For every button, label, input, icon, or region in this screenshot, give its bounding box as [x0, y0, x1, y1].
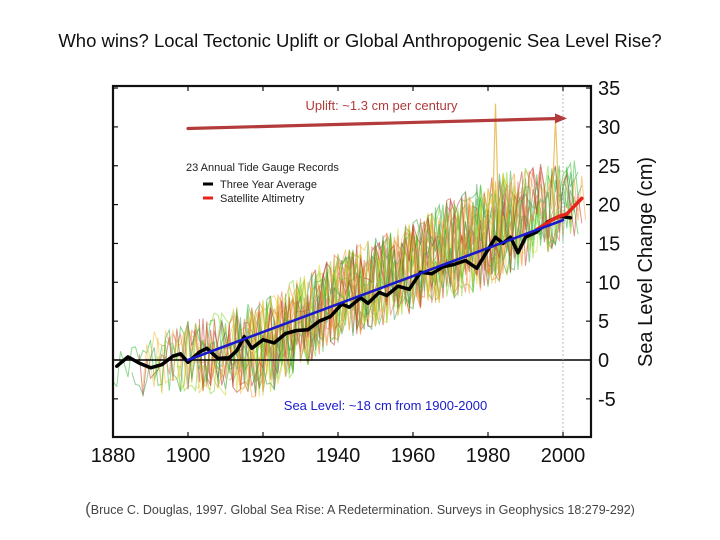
tide-gauge-peak	[491, 103, 500, 247]
citation: (Bruce C. Douglas, 1997. Global Sea Rise…	[0, 499, 720, 519]
x-tick-label: 1980	[466, 445, 511, 467]
y-axis-label: Sea Level Change (cm)	[635, 157, 657, 367]
x-tick-label: 1940	[316, 445, 361, 467]
axis-ticks: 1880 1900 1920 1940 1960 1980 2000 -5 0 5 10 15 20 25…	[91, 78, 621, 467]
citation-paren: (	[85, 499, 91, 518]
tide-gauge-record-line	[131, 172, 575, 397]
y-tick-label: 25	[598, 156, 620, 178]
x-tick-label: 1960	[391, 445, 436, 467]
x-tick-label: 1880	[91, 445, 136, 467]
series-layer	[115, 113, 584, 370]
uplift-arrowhead	[555, 113, 567, 124]
legend: 23 Annual Tide Gauge Records Three Year …	[186, 162, 339, 205]
y-tick-label: 35	[598, 78, 620, 100]
y-tick-label: 0	[598, 350, 609, 372]
y-tick-label: 15	[598, 233, 620, 255]
y-tick-label: 20	[598, 195, 620, 217]
legend-title: 23 Annual Tide Gauge Records	[186, 162, 339, 174]
tide-gauge-record-line	[270, 180, 564, 373]
tide-gauge-record-line	[153, 171, 523, 393]
y-tick-label: 10	[598, 272, 620, 294]
legend-label-three-year-average: Three Year Average	[220, 179, 317, 191]
x-tick-label: 1920	[241, 445, 286, 467]
citation-text: Bruce C. Douglas, 1997. Global Sea Rise:…	[90, 503, 635, 517]
x-tick-label: 2000	[541, 445, 586, 467]
y-tick-label: -5	[598, 389, 616, 411]
linear-trend-line	[186, 218, 565, 362]
sea-level-annotation: Sea Level: ~18 cm from 1900-2000	[284, 398, 487, 413]
x-tick-label: 1900	[166, 445, 211, 467]
uplift-annotation: Uplift: ~1.3 cm per century	[305, 98, 458, 113]
y-tick-label: 5	[598, 311, 609, 333]
legend-label-satellite-altimetry: Satellite Altimetry	[220, 193, 305, 205]
slide-title: Who wins? Local Tectonic Uplift or Globa…	[58, 30, 662, 51]
y-tick-label: 30	[598, 117, 620, 139]
plot-frame	[111, 84, 593, 439]
tide-gauge-records	[113, 103, 586, 398]
uplift-line	[186, 116, 565, 131]
tide-gauge-peak	[551, 119, 560, 210]
satellite-altimetry-line	[535, 196, 584, 232]
